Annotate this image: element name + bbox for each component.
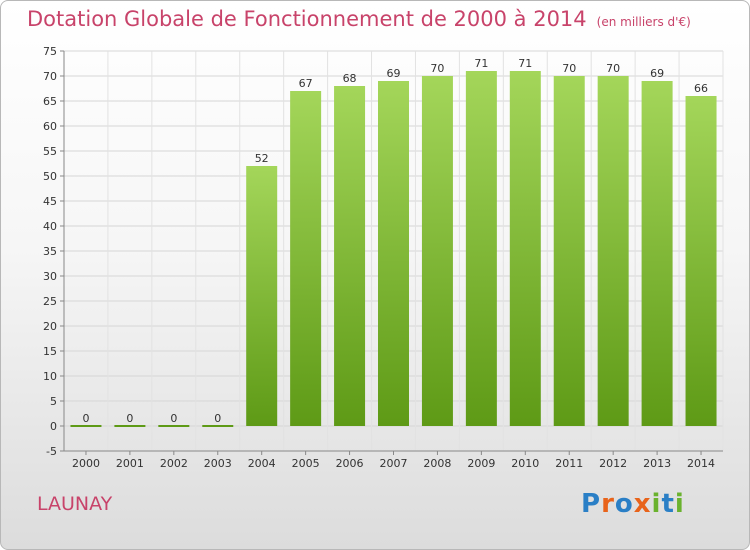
logo-letter: i xyxy=(651,489,662,519)
bar-2012 xyxy=(597,76,629,426)
data-label: 71 xyxy=(518,57,532,70)
bar-2010 xyxy=(509,71,541,426)
data-label: 70 xyxy=(562,62,576,75)
bar-2013 xyxy=(641,81,673,426)
y-tick-label: 65 xyxy=(43,95,57,108)
bars xyxy=(70,71,717,427)
y-tick-label: 75 xyxy=(43,45,57,58)
logo-letter: P xyxy=(581,489,602,519)
data-label: 67 xyxy=(299,77,313,90)
data-label: 66 xyxy=(694,82,708,95)
y-tick-label: 70 xyxy=(43,70,57,83)
data-label: 52 xyxy=(255,152,269,165)
x-tick-label: 2007 xyxy=(380,457,408,470)
y-tick-label: 60 xyxy=(43,120,57,133)
axes: -5 0 5 10 15 20 25 30 35 40 45 50 55 60 65 70 75 2000 2001… xyxy=(43,45,723,470)
x-tick-label: 2013 xyxy=(643,457,671,470)
data-label: 71 xyxy=(474,57,488,70)
x-tick-label: 2000 xyxy=(72,457,100,470)
bar-2008 xyxy=(421,76,453,426)
logo-letter: r xyxy=(601,489,615,519)
bar-2007 xyxy=(378,81,409,426)
logo-letter: t xyxy=(661,489,675,519)
bar-2011 xyxy=(553,76,585,426)
y-tick-label: 25 xyxy=(43,295,57,308)
y-tick-label: 45 xyxy=(43,195,57,208)
bar-2014 xyxy=(685,96,717,426)
data-label: 70 xyxy=(606,62,620,75)
y-tick-label: 10 xyxy=(43,370,57,383)
x-tick-label: 2014 xyxy=(687,457,715,470)
y-tick-label: 50 xyxy=(43,170,57,183)
bar-2006 xyxy=(334,86,366,426)
y-tick-label: 5 xyxy=(50,395,57,408)
data-label: 0 xyxy=(82,412,89,425)
chart-title: Dotation Globale de Fonctionnement de 20… xyxy=(27,7,691,31)
y-tick-label: 55 xyxy=(43,145,57,158)
y-tick-label: 20 xyxy=(43,320,57,333)
y-tick-label: 30 xyxy=(43,270,57,283)
data-labels: 0 0 0 0 52 67 68 69 70 71 71 70 70 69 66 xyxy=(82,57,708,425)
data-label: 0 xyxy=(214,412,221,425)
data-label: 68 xyxy=(343,72,357,85)
logo-letter: i xyxy=(674,489,685,519)
x-tick-label: 2002 xyxy=(160,457,188,470)
x-tick-label: 2009 xyxy=(467,457,495,470)
x-tick-label: 2006 xyxy=(336,457,364,470)
x-tick-label: 2011 xyxy=(555,457,583,470)
y-tick-label: 40 xyxy=(43,220,57,233)
x-tick-label: 2008 xyxy=(423,457,451,470)
title-text: Dotation Globale de Fonctionnement de 20… xyxy=(27,7,587,31)
data-label: 0 xyxy=(170,412,177,425)
bar-chart: -5 0 5 10 15 20 25 30 35 40 45 50 55 60 65 70 75 2000 2001… xyxy=(43,45,724,470)
data-label: 69 xyxy=(387,67,401,80)
bar-2005 xyxy=(290,91,322,426)
bar-2004 xyxy=(246,166,278,426)
y-tick-label: 0 xyxy=(50,420,57,433)
y-tick-label: 35 xyxy=(43,245,57,258)
data-label: 0 xyxy=(126,412,133,425)
x-tick-label: 2003 xyxy=(204,457,232,470)
x-tick-label: 2012 xyxy=(599,457,627,470)
x-tick-label: 2005 xyxy=(292,457,320,470)
x-tick-label: 2001 xyxy=(116,457,144,470)
y-tick-label: -5 xyxy=(46,445,57,458)
x-tick-label: 2004 xyxy=(248,457,276,470)
data-label: 70 xyxy=(430,62,444,75)
logo-letter: o xyxy=(614,489,634,519)
place-name: LAUNAY xyxy=(37,493,113,515)
y-tick-label: 15 xyxy=(43,345,57,358)
logo-letter: x xyxy=(633,489,652,519)
proxiti-logo: Proxiti xyxy=(581,489,685,519)
bar-2009 xyxy=(465,71,497,426)
data-label: 69 xyxy=(650,67,664,80)
chart-subtitle: (en milliers d'€) xyxy=(596,15,691,29)
x-tick-label: 2010 xyxy=(511,457,539,470)
